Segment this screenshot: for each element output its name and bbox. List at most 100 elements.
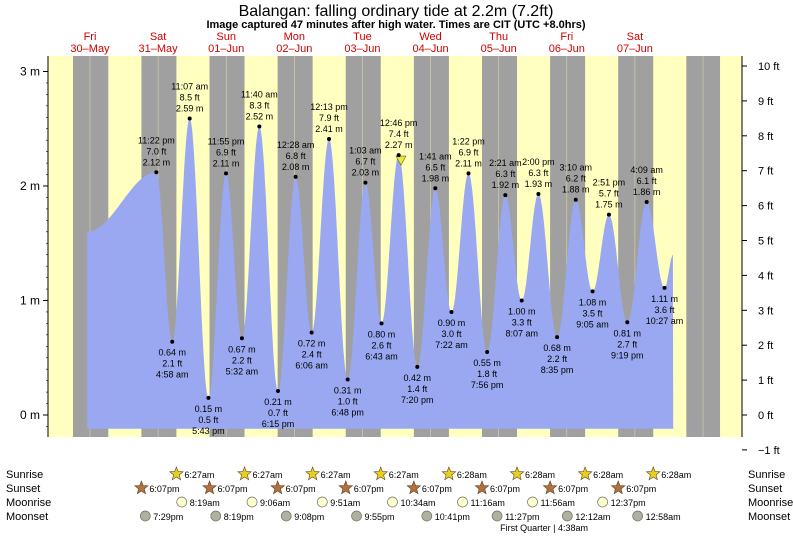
- low-tide-point-23: [555, 335, 560, 340]
- ytick-label-m-1: 1 m: [20, 294, 40, 308]
- low-tide-point-13: [379, 321, 384, 326]
- sunrise-icon-3: [373, 466, 389, 481]
- low-tide-ft-11: 1.0 ft: [338, 397, 359, 407]
- low-tide-time-25: 9:05 am: [576, 319, 609, 329]
- low-tide-m-5: 0.67 m: [228, 344, 256, 354]
- low-tide-ft-21: 3.3 ft: [512, 318, 533, 328]
- ytick-label-ft-9: 8 ft: [758, 131, 773, 143]
- ytick-label-ft-8: 7 ft: [758, 166, 773, 178]
- low-tide-ft-19: 1.8 ft: [477, 369, 498, 379]
- high-tide-point-2: [187, 116, 192, 121]
- high-tide-point-0: [154, 170, 159, 175]
- sunset-icon-1: [202, 480, 218, 495]
- high-tide-point-10: [327, 137, 332, 142]
- low-tide-m-1: 0.64 m: [158, 348, 186, 358]
- moonrise-time-4: 11:16am: [471, 498, 505, 508]
- sunrise-icon-2: [305, 466, 321, 481]
- day-labels: Fri30–MaySat31–MaySun01–JunMon02–JunTue0…: [70, 31, 653, 55]
- ytick-label-ft-4: 3 ft: [758, 305, 773, 317]
- high-tide-time-16: 1:41 am: [419, 151, 452, 161]
- sunrise-time-7: 6:28am: [661, 470, 691, 480]
- low-tide-m-17: 0.90 m: [438, 318, 466, 328]
- current-tide-marker: [395, 155, 407, 166]
- high-tide-time-4: 11:55 pm: [208, 136, 245, 146]
- high-tide-ft-18: 6.9 ft: [458, 147, 479, 157]
- high-tide-ft-16: 6.5 ft: [425, 162, 446, 172]
- high-tide-m-28: 1.86 m: [633, 187, 661, 197]
- tide-area: [87, 118, 674, 429]
- tide-extremes: 11:22 pm7.0 ft2.12 m 0.64 m2.1 ft4:58 am 1…: [138, 81, 683, 435]
- high-tide-m-24: 1.88 m: [562, 185, 590, 195]
- high-tide-point-14: [396, 153, 401, 158]
- low-tide-m-11: 0.31 m: [334, 386, 362, 396]
- moonset-icon-3: [351, 510, 362, 522]
- chart-subtitle: Image captured 47 minutes after high wat…: [206, 19, 585, 31]
- sunrise-time-1: 6:27am: [253, 470, 283, 480]
- sunrise-time-0: 6:27am: [184, 470, 214, 480]
- sunrise-icon-7: [645, 466, 661, 481]
- low-tide-time-1: 4:58 am: [156, 370, 189, 380]
- high-tide-point-18: [466, 171, 471, 176]
- low-tide-point-1: [170, 339, 175, 344]
- high-tide-time-10: 12:13 pm: [310, 102, 348, 112]
- high-tide-ft-8: 6.8 ft: [286, 151, 307, 161]
- low-tide-m-21: 1.00 m: [508, 307, 536, 317]
- low-tide-m-3: 0.15 m: [195, 404, 223, 414]
- moonrise-icon-1: [246, 496, 258, 508]
- day-label-dow-0: Fri: [84, 31, 97, 43]
- day-label-dow-3: Mon: [284, 31, 305, 43]
- ytick-label-m-2: 2 m: [20, 179, 40, 193]
- ytick-label-ft-0: −1 ft: [758, 445, 780, 457]
- high-tide-m-22: 1.93 m: [525, 179, 553, 189]
- low-tide-time-3: 5:43 pm: [192, 426, 225, 436]
- day-label-date-5: 04–Jun: [413, 43, 449, 55]
- sunrise-icon-5: [509, 466, 525, 481]
- high-tide-ft-20: 6.3 ft: [495, 169, 516, 179]
- low-tide-ft-7: 0.7 ft: [268, 408, 289, 418]
- low-tide-ft-17: 3.0 ft: [441, 329, 462, 339]
- sunrise-icon-4: [441, 466, 457, 481]
- moonrise-row-label-left: Moonrise: [6, 497, 51, 509]
- low-tide-point-15: [415, 364, 420, 369]
- day-label-dow-8: Sat: [627, 31, 644, 43]
- ytick-label-m-0: 0 m: [20, 408, 40, 422]
- sunset-icon-6: [542, 480, 558, 495]
- day-label-date-1: 31–May: [139, 43, 179, 55]
- high-tide-point-8: [293, 174, 298, 179]
- low-tide-ft-25: 3.5 ft: [583, 308, 604, 318]
- low-tide-ft-27: 2.7 ft: [617, 339, 638, 349]
- ytick-label-ft-6: 5 ft: [758, 236, 773, 248]
- sunset-icon-5: [474, 480, 490, 495]
- low-tide-time-17: 7:22 am: [435, 340, 468, 350]
- ytick-label-ft-10: 9 ft: [758, 96, 773, 108]
- moonrise-icon-2: [316, 496, 328, 508]
- sunrise-time-2: 6:27am: [321, 470, 351, 480]
- sunset-time-2: 6:07pm: [286, 484, 316, 494]
- sunset-time-0: 6:07pm: [149, 484, 179, 494]
- ytick-label-m-3: 3 m: [20, 65, 40, 79]
- low-tide-point-29: [662, 285, 667, 290]
- low-tide-m-7: 0.21 m: [264, 397, 292, 407]
- low-tide-ft-1: 2.1 ft: [162, 359, 183, 369]
- low-tide-ft-13: 2.6 ft: [372, 340, 393, 350]
- low-tide-m-15: 0.42 m: [404, 373, 432, 383]
- high-tide-ft-0: 7.0 ft: [146, 146, 167, 156]
- moonrise-icon-4: [457, 496, 468, 508]
- day-label-dow-4: Tue: [353, 31, 372, 43]
- day-label-date-3: 02–Jun: [276, 43, 312, 55]
- moonrise-time-5: 11:56am: [541, 498, 575, 508]
- moonrise-time-3: 10:34am: [400, 498, 435, 508]
- low-tide-time-15: 7:20 pm: [401, 395, 434, 405]
- moonrise-row-label-right: Moonrise: [748, 497, 793, 509]
- tide-area-path: [87, 118, 674, 429]
- sunset-icon-4: [406, 480, 422, 495]
- day-label-date-2: 01–Jun: [208, 43, 244, 55]
- high-tide-time-14: 12:46 pm: [380, 118, 418, 128]
- low-tide-time-27: 9:19 pm: [611, 350, 644, 360]
- day-label-date-0: 30–May: [70, 43, 110, 55]
- high-tide-m-0: 2.12 m: [143, 157, 171, 167]
- high-tide-time-0: 11:22 pm: [138, 135, 175, 145]
- high-tide-time-26: 2:51 pm: [593, 178, 626, 188]
- sunrise-time-5: 6:28am: [525, 470, 555, 480]
